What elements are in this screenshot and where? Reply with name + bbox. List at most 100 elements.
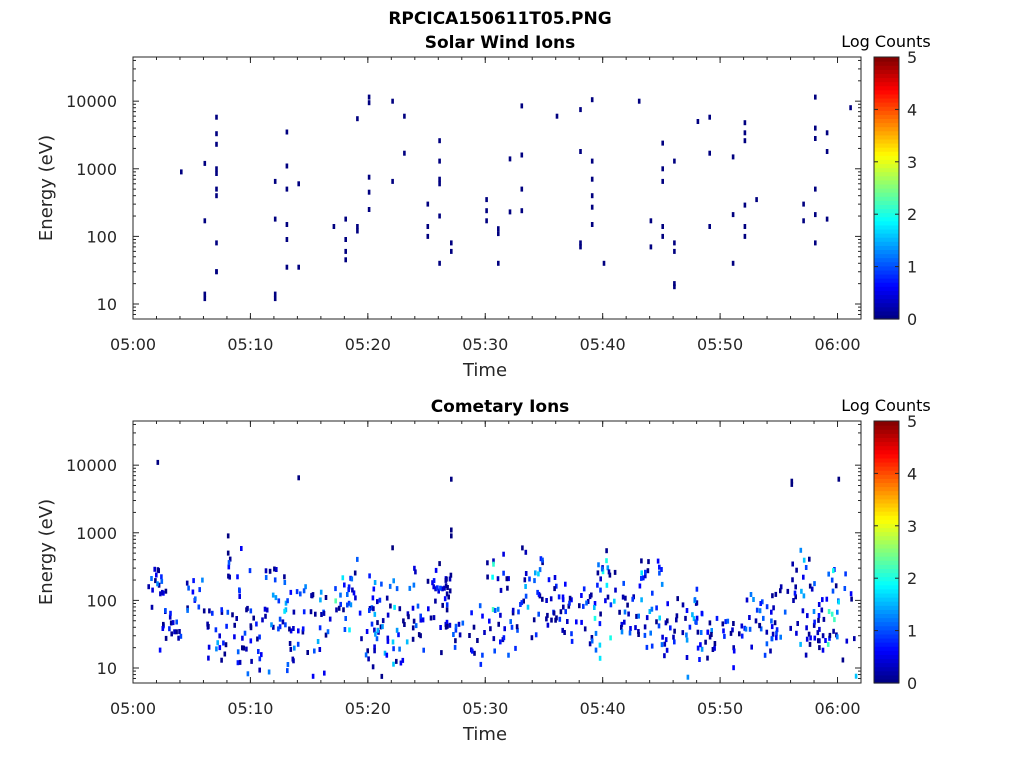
heatmap-cell bbox=[590, 638, 594, 644]
heatmap-cell bbox=[373, 627, 376, 633]
heatmap-cell bbox=[834, 583, 838, 589]
heatmap-cell bbox=[648, 609, 652, 614]
heatmap-cell bbox=[350, 576, 354, 582]
heatmap-cell bbox=[173, 629, 176, 635]
heatmap-cell bbox=[605, 582, 609, 588]
heatmap-cell bbox=[491, 607, 495, 612]
colorbar-segment bbox=[874, 527, 899, 533]
heatmap-cell bbox=[215, 646, 218, 652]
heatmap-cell bbox=[664, 620, 668, 626]
heatmap-cell bbox=[580, 593, 583, 598]
heatmap-cell bbox=[320, 612, 323, 617]
heatmap-cell bbox=[561, 627, 564, 633]
colorbar-tick-label: 3 bbox=[907, 517, 917, 536]
heatmap-cell bbox=[644, 569, 647, 575]
colorbar-segment bbox=[874, 310, 899, 316]
heatmap-cell bbox=[324, 632, 328, 638]
heatmap-cell bbox=[434, 567, 438, 573]
heatmap-cell bbox=[661, 178, 664, 184]
heatmap-cell bbox=[606, 565, 610, 571]
colorbar-segment bbox=[874, 511, 899, 516]
heatmap-cell bbox=[590, 176, 594, 182]
heatmap-cell bbox=[814, 94, 817, 100]
heatmap-cell bbox=[681, 630, 685, 636]
heatmap-cell bbox=[218, 645, 222, 651]
y-tick-label: 10000 bbox=[66, 92, 117, 111]
heatmap-cell bbox=[155, 572, 158, 578]
heatmap-cell bbox=[169, 620, 173, 626]
heatmap-cell bbox=[713, 645, 716, 651]
colorbar-segment bbox=[874, 461, 899, 467]
heatmap-cell bbox=[215, 240, 218, 246]
heatmap-cell bbox=[324, 595, 328, 600]
heatmap-cell bbox=[814, 186, 817, 192]
colorbar-segment bbox=[874, 69, 899, 74]
heatmap-cell bbox=[367, 174, 371, 180]
heatmap-cell bbox=[738, 631, 741, 637]
heatmap-cell bbox=[502, 551, 505, 557]
colorbar-segment bbox=[874, 523, 899, 529]
heatmap-cell bbox=[696, 629, 700, 635]
heatmap-cell bbox=[432, 615, 436, 621]
colorbar-segment bbox=[874, 506, 899, 512]
colorbar-segment bbox=[874, 449, 899, 455]
colorbar-segment bbox=[874, 421, 899, 426]
heatmap-cell bbox=[365, 629, 369, 634]
x-tick-label: 05:50 bbox=[697, 699, 743, 718]
panel-title: Cometary Ions bbox=[431, 397, 570, 417]
heatmap-cell bbox=[158, 647, 162, 653]
heatmap-cell bbox=[289, 646, 293, 652]
heatmap-cell bbox=[164, 588, 168, 594]
heatmap-cell bbox=[332, 224, 336, 229]
heatmap-cell bbox=[503, 626, 506, 632]
heatmap-cell bbox=[824, 638, 827, 643]
heatmap-cell bbox=[335, 607, 338, 613]
colorbar-segment bbox=[874, 171, 899, 177]
heatmap-cell bbox=[526, 604, 530, 610]
colorbar-segment bbox=[874, 134, 899, 140]
heatmap-cell bbox=[758, 623, 762, 629]
heatmap-cell bbox=[156, 581, 159, 587]
heatmap-cell bbox=[289, 628, 293, 634]
heatmap-cell bbox=[187, 585, 190, 591]
heatmap-cell bbox=[675, 617, 678, 623]
heatmap-cell bbox=[147, 584, 150, 590]
heatmap-cell bbox=[273, 296, 277, 302]
heatmap-cell bbox=[791, 561, 794, 567]
heatmap-cell bbox=[356, 116, 359, 122]
heatmap-cell bbox=[479, 661, 483, 667]
heatmap-cell bbox=[841, 657, 845, 663]
heatmap-cell bbox=[534, 570, 537, 576]
heatmap-cell bbox=[397, 632, 400, 638]
colorbar-segment bbox=[874, 474, 899, 479]
heatmap-cell bbox=[695, 615, 699, 621]
heatmap-cell bbox=[506, 585, 509, 591]
x-tick-label: 05:40 bbox=[580, 335, 626, 354]
heatmap-cell bbox=[696, 119, 700, 124]
heatmap-cell bbox=[649, 218, 653, 224]
heatmap-cell bbox=[743, 202, 747, 208]
heatmap-cell bbox=[203, 291, 207, 297]
heatmap-cell bbox=[786, 588, 790, 594]
heatmap-cell bbox=[606, 594, 610, 600]
heatmap-cell bbox=[376, 620, 379, 626]
heatmap-cell bbox=[408, 585, 412, 591]
heatmap-cell bbox=[443, 585, 446, 591]
heatmap-cell bbox=[637, 632, 640, 637]
heatmap-cell bbox=[837, 476, 841, 482]
panel-solar-wind: Solar Wind Ions 05:00 05:10 05:20 05:30 05:4… bbox=[36, 32, 931, 381]
heatmap-cell bbox=[406, 611, 410, 617]
heatmap-cell bbox=[314, 611, 317, 617]
heatmap-cell bbox=[637, 629, 640, 634]
heatmap-cell bbox=[346, 602, 349, 608]
colorbar-segment bbox=[874, 425, 899, 430]
colorbar-frame bbox=[873, 56, 900, 320]
heatmap-cell bbox=[392, 661, 395, 667]
heatmap-cell bbox=[407, 614, 410, 620]
heatmap-cell bbox=[411, 605, 415, 611]
heatmap-cell bbox=[832, 628, 835, 634]
heatmap-cell bbox=[257, 649, 260, 654]
heatmap-cell bbox=[805, 625, 808, 631]
heatmap-cell bbox=[386, 612, 390, 618]
colorbar-segment bbox=[874, 228, 899, 234]
